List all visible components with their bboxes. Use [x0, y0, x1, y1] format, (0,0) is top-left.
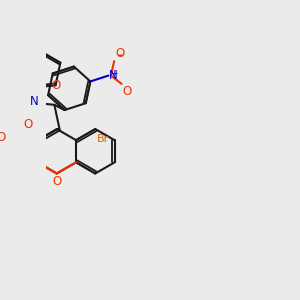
Text: O: O	[24, 118, 33, 130]
Text: O: O	[122, 85, 131, 98]
Text: +: +	[110, 69, 117, 78]
Text: O: O	[0, 131, 6, 145]
Text: O: O	[115, 47, 124, 60]
Text: N: N	[30, 95, 38, 108]
Text: N: N	[109, 69, 118, 82]
Text: -: -	[117, 49, 122, 62]
Text: O: O	[51, 79, 60, 92]
Text: Br: Br	[97, 134, 109, 144]
Text: O: O	[52, 175, 62, 188]
